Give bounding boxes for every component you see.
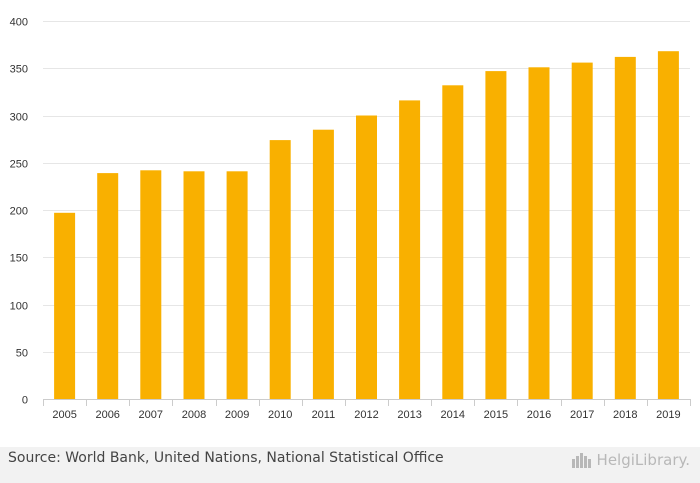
x-tick-label: 2006 xyxy=(95,409,119,421)
y-tick-label: 200 xyxy=(10,206,28,218)
bar-2009 xyxy=(226,171,248,399)
y-tick-label: 100 xyxy=(10,301,28,313)
bar-2016 xyxy=(528,67,550,400)
x-tick-label: 2015 xyxy=(484,409,508,421)
bar-2018 xyxy=(614,56,636,400)
bar-2010 xyxy=(269,140,291,399)
bar-2013 xyxy=(399,100,421,400)
source-note: Source: World Bank, United Nations, Nati… xyxy=(8,450,444,466)
library-icon xyxy=(571,453,591,468)
x-tick-label: 2009 xyxy=(225,409,249,421)
x-tick-label: 2012 xyxy=(354,409,378,421)
y-tick-label: 0 xyxy=(22,395,28,407)
x-tick-label: 2016 xyxy=(527,409,551,421)
bar-2014 xyxy=(442,85,464,400)
bars xyxy=(54,51,679,400)
y-tick-label: 150 xyxy=(10,253,28,265)
bar-2006 xyxy=(97,173,119,399)
helgi-library-logo: HelgiLibrary. xyxy=(571,448,690,472)
x-tick-label: 2013 xyxy=(397,409,421,421)
x-tick-label: 2011 xyxy=(312,409,336,421)
y-tick-label: 300 xyxy=(10,112,28,124)
bar-2011 xyxy=(312,129,334,399)
bar-2012 xyxy=(356,115,377,399)
y-tick-label: 400 xyxy=(10,17,28,29)
x-tick-label: 2018 xyxy=(613,409,637,421)
x-tick-label: 2010 xyxy=(268,409,292,421)
bar-2005 xyxy=(54,212,76,399)
y-axis-ticks: 0 50 100 150 200 250 300 350 400 xyxy=(10,17,28,407)
y-tick-label: 250 xyxy=(10,159,28,171)
y-tick-label: 350 xyxy=(10,64,28,76)
x-tick-label: 2019 xyxy=(656,409,680,421)
bar-2017 xyxy=(571,62,593,399)
x-tick-label: 2005 xyxy=(52,409,76,421)
x-tick-label: 2007 xyxy=(139,409,163,421)
x-tick-label: 2014 xyxy=(441,409,465,421)
bar-2015 xyxy=(485,71,507,399)
x-tick-label: 2017 xyxy=(570,409,594,421)
x-tick-label: 2008 xyxy=(182,409,206,421)
bar-2019 xyxy=(657,51,679,399)
x-axis-ticks: 2005 2006 2007 2008 2009 2010 2011 2012 2013 2014… xyxy=(43,399,691,421)
logo-text: HelgiLibrary. xyxy=(596,451,690,469)
bar-2008 xyxy=(183,171,205,399)
bar-2007 xyxy=(140,170,162,399)
y-tick-label: 50 xyxy=(16,348,28,360)
footer-bar xyxy=(0,447,700,483)
